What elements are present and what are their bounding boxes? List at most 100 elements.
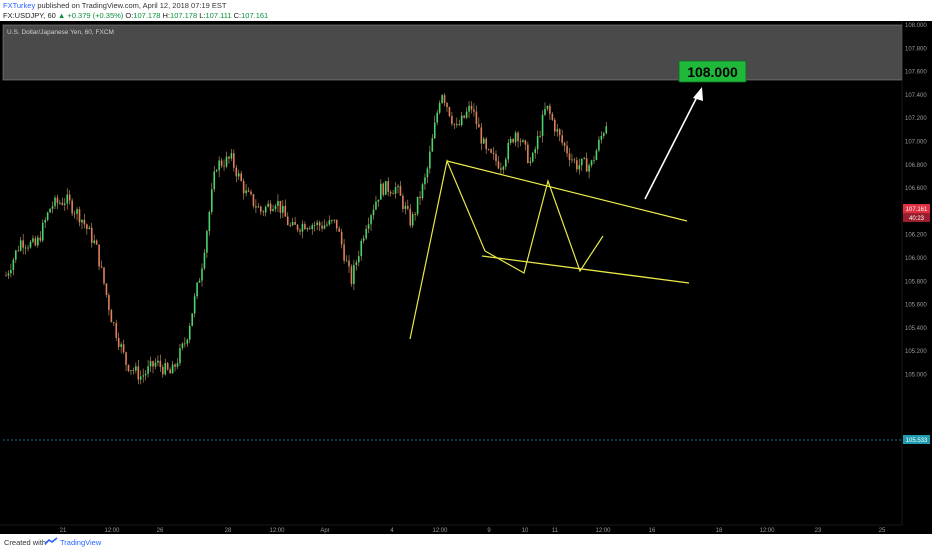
candle — [534, 149, 536, 153]
candle — [321, 225, 323, 229]
candle — [558, 129, 561, 136]
target-arrow-head — [693, 87, 703, 101]
candle — [460, 115, 463, 126]
candle — [497, 161, 500, 169]
candle — [213, 171, 216, 190]
candle — [125, 352, 127, 365]
candle — [402, 195, 404, 209]
candle — [267, 203, 269, 207]
candle — [598, 139, 600, 151]
candle — [544, 108, 546, 115]
candle — [34, 238, 37, 246]
candle — [32, 238, 34, 242]
target-box[interactable]: 108.000 — [678, 60, 747, 83]
footer: Created with TradingView — [0, 534, 932, 550]
candle — [313, 224, 316, 226]
upper-trendline[interactable] — [446, 160, 688, 222]
candle — [255, 206, 257, 208]
candle — [176, 363, 179, 367]
y-tick-label: 105.000 — [905, 373, 927, 379]
candle — [54, 197, 56, 207]
candle — [95, 240, 98, 245]
candle — [443, 95, 446, 103]
candle — [108, 295, 110, 311]
candle — [215, 170, 218, 172]
candle — [291, 222, 294, 226]
low-label: L: — [199, 11, 206, 20]
candle — [184, 343, 186, 345]
x-tick-label: 10 — [522, 528, 529, 534]
x-tick-label: 12:00 — [269, 528, 285, 534]
candle — [309, 228, 311, 230]
candle — [203, 252, 206, 269]
candle — [404, 205, 407, 209]
candle — [135, 366, 137, 371]
candle — [514, 132, 517, 143]
tradingview-brand-link[interactable]: TradingView — [60, 538, 102, 547]
candle — [157, 360, 159, 363]
candle — [512, 139, 514, 143]
candle — [362, 238, 365, 241]
candle — [331, 220, 333, 221]
candle — [605, 126, 608, 134]
x-tick-label: 12:00 — [104, 528, 120, 534]
countdown-bg — [903, 213, 930, 222]
candle — [301, 224, 304, 232]
candle — [502, 166, 505, 170]
price-chart[interactable]: U.S. Dollar/Japanese Yen, 60, FXCM 108.0… — [0, 21, 932, 534]
candle — [29, 241, 32, 248]
publish-line: FXTurkey published on TradingView.com, A… — [3, 1, 226, 10]
author-link[interactable]: FXTurkey — [3, 1, 36, 10]
candle — [375, 201, 377, 210]
candle — [367, 224, 370, 229]
open-value: 107.178 — [133, 11, 161, 20]
chart-background — [0, 21, 932, 534]
candle — [345, 260, 348, 262]
candle — [49, 208, 51, 213]
candle — [549, 105, 551, 114]
candle — [409, 208, 412, 226]
candle — [5, 275, 7, 277]
candle — [230, 153, 233, 159]
support-price-label: 105.533 — [906, 438, 928, 444]
candle — [247, 190, 250, 192]
candle — [495, 154, 497, 162]
candle — [473, 109, 475, 112]
candle — [340, 231, 343, 245]
candle — [115, 323, 118, 338]
candle — [431, 138, 434, 152]
candle — [343, 244, 345, 261]
candle — [154, 362, 157, 367]
target-arrow[interactable] — [644, 87, 703, 200]
candle — [451, 116, 453, 124]
candle — [522, 140, 524, 142]
candle — [39, 237, 42, 241]
candle — [137, 366, 140, 380]
candle — [541, 114, 544, 136]
support-price-tag: 105.533 — [903, 435, 930, 444]
candle — [272, 209, 274, 212]
candle — [37, 237, 39, 246]
candle — [19, 240, 22, 251]
candle — [191, 313, 193, 326]
candle — [78, 209, 81, 223]
y-tick-label: 106.600 — [905, 186, 927, 192]
candle — [22, 240, 24, 248]
candle — [169, 369, 171, 374]
candle — [24, 247, 27, 249]
candle — [188, 325, 191, 340]
candle — [127, 364, 130, 371]
x-tick-label: 12:00 — [595, 528, 611, 534]
candle — [76, 209, 78, 214]
candle — [411, 214, 414, 226]
close-value: 107.161 — [241, 11, 269, 20]
candle — [144, 373, 147, 376]
wave-zigzag[interactable] — [409, 158, 604, 340]
candle — [392, 193, 394, 195]
lower-trendline[interactable] — [481, 255, 690, 284]
candle — [139, 376, 142, 380]
candle — [370, 215, 372, 225]
countdown-label: 40:23 — [909, 216, 925, 222]
candle — [571, 159, 573, 161]
x-tick-label: Apr — [320, 528, 329, 534]
